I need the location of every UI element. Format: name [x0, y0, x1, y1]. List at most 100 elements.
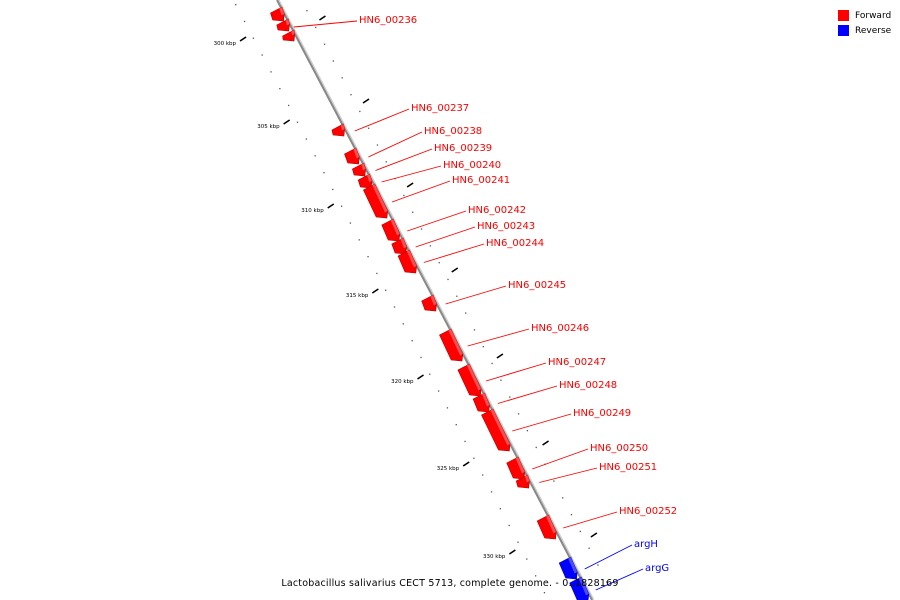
gene-label[interactable]: argH: [634, 539, 658, 550]
minor-tick: [315, 26, 317, 29]
minor-tick: [376, 144, 379, 146]
minor-tick: [412, 211, 414, 213]
gene-highlight: [400, 238, 407, 249]
minor-tick: [429, 245, 432, 247]
gene-body: [363, 183, 389, 219]
gene-hn6-00246[interactable]: [439, 328, 464, 362]
label-leader-line: [415, 226, 476, 248]
gene-hn6-00238[interactable]: [344, 147, 360, 165]
gene-label[interactable]: HN6_00237: [411, 103, 469, 114]
minor-tick: [235, 4, 237, 6]
gene-hn6-00249[interactable]: [481, 408, 511, 452]
label-leader-line: [445, 285, 507, 305]
gene-highlight: [279, 7, 285, 16]
gene-hn6-00242[interactable]: [381, 218, 401, 242]
gene-hn6-00236[interactable]: [282, 29, 296, 42]
forward-swatch-icon: [838, 10, 849, 21]
gene-label[interactable]: HN6_00242: [468, 205, 526, 216]
minor-tick: [393, 306, 396, 308]
minor-tick: [323, 43, 326, 45]
gene-label[interactable]: HN6_00240: [443, 160, 501, 171]
gene-hn6-00244[interactable]: [397, 249, 417, 274]
label-leader-line: [407, 210, 467, 232]
gene-highlight: [515, 457, 525, 474]
minor-tick: [517, 413, 520, 415]
gene-label[interactable]: HN6_00247: [548, 357, 606, 368]
gene-highlight: [482, 393, 490, 407]
minor-tick: [367, 127, 370, 129]
minor-tick: [517, 541, 519, 543]
legend-item-forward[interactable]: Forward: [838, 8, 900, 23]
gene-label[interactable]: HN6_00249: [573, 408, 631, 419]
minor-tick: [597, 564, 599, 566]
gene-label[interactable]: HN6_00238: [424, 126, 482, 137]
minor-tick: [349, 222, 352, 224]
minor-tick: [579, 530, 581, 533]
gene-hn6-00248[interactable]: [472, 392, 490, 413]
minor-tick: [270, 71, 272, 73]
gene-label[interactable]: HN6_00245: [508, 280, 566, 291]
minor-tick: [279, 88, 281, 90]
minor-tick: [456, 295, 458, 297]
minor-tick: [553, 480, 555, 482]
gene-label[interactable]: HN6_00241: [452, 175, 510, 186]
minor-tick: [464, 440, 466, 443]
label-leader-line: [584, 544, 633, 570]
gene-hn6-00243[interactable]: [391, 237, 407, 255]
gene-highlight: [390, 219, 400, 236]
gene-hn6-00236[interactable]: [270, 6, 285, 22]
gene-label[interactable]: HN6_00250: [590, 443, 648, 454]
minor-tick: [340, 205, 343, 207]
label-leader-line: [423, 243, 485, 263]
gene-highlight: [406, 250, 417, 268]
gene-label[interactable]: HN6_00239: [434, 143, 492, 154]
legend-item-reverse[interactable]: Reverse: [838, 23, 900, 38]
gene-label[interactable]: HN6_00246: [531, 323, 589, 334]
minor-tick: [261, 54, 263, 56]
major-tick: [462, 461, 470, 467]
gene-label[interactable]: HN6_00236: [359, 15, 417, 26]
label-leader-line: [375, 148, 433, 171]
minor-tick: [509, 396, 511, 398]
minor-tick: [296, 121, 299, 123]
gene-label[interactable]: HN6_00248: [559, 380, 617, 391]
minor-tick: [500, 379, 502, 381]
minor-tick: [606, 581, 608, 583]
gene-label[interactable]: HN6_00243: [477, 221, 535, 232]
gene-label[interactable]: argG: [645, 563, 669, 574]
ruler-label: 315 kbp: [346, 293, 369, 299]
label-leader-line: [368, 131, 423, 158]
gene-hn6-00237[interactable]: [331, 123, 345, 137]
minor-tick: [243, 20, 246, 23]
gene-hn6-00236[interactable]: [276, 18, 290, 32]
label-leader-line: [485, 362, 547, 382]
minor-tick: [341, 77, 343, 79]
gene-highlight: [448, 329, 463, 356]
legend: Forward Reverse: [838, 8, 900, 38]
gene-argg[interactable]: [569, 576, 590, 600]
minor-tick: [385, 289, 387, 291]
gene-hn6-00240[interactable]: [357, 173, 373, 189]
gene-hn6-00250[interactable]: [506, 456, 526, 480]
gene-argh[interactable]: [558, 556, 578, 580]
label-leader-line: [563, 511, 618, 529]
gene-label[interactable]: HN6_00252: [619, 506, 677, 517]
gene-hn6-00239[interactable]: [352, 162, 366, 177]
minor-tick: [508, 524, 510, 527]
minor-tick: [499, 508, 501, 510]
gene-hn6-00241[interactable]: [363, 183, 389, 219]
major-tick: [451, 267, 459, 273]
map-caption: Lactobacillus salivarius CECT 5713, comp…: [281, 578, 619, 589]
gene-hn6-00245[interactable]: [421, 294, 437, 312]
minor-tick: [473, 457, 475, 459]
gene-hn6-00247[interactable]: [457, 363, 482, 397]
legend-label-reverse: Reverse: [855, 25, 892, 36]
label-leader-line: [497, 385, 558, 404]
minor-tick: [385, 161, 387, 163]
gene-hn6-00252[interactable]: [536, 514, 557, 540]
minor-tick: [411, 340, 413, 342]
gene-hn6-00251[interactable]: [515, 474, 530, 489]
gene-label[interactable]: HN6_00244: [486, 238, 544, 249]
gene-label[interactable]: HN6_00251: [599, 462, 657, 473]
minor-tick: [359, 110, 361, 113]
